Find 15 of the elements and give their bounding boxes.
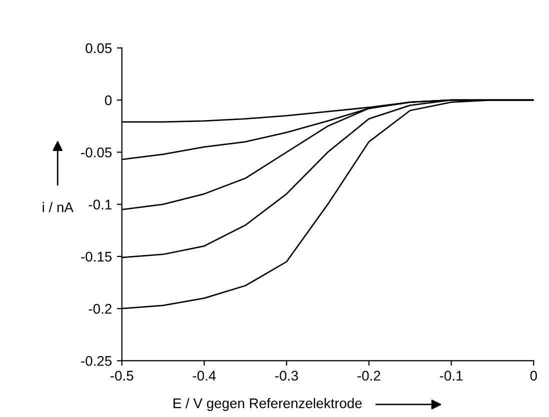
x-tick-label: -0.5 <box>110 370 134 381</box>
x-tick-label: -0.2 <box>358 370 380 381</box>
y-tick-label: -0.05 <box>81 148 112 158</box>
y-tick-label: -0.25 <box>81 356 112 366</box>
y-tick-label: -0.2 <box>88 304 112 314</box>
y-tick-label: -0.1 <box>88 200 112 210</box>
y-tick-label: -0.15 <box>81 252 112 262</box>
y-tick-label: 0 <box>104 95 112 106</box>
x-axis-title: E / V gegen Referenzelektrode <box>174 398 362 411</box>
x-tick-label: -0.4 <box>192 370 216 381</box>
y-tick-label: 0.05 <box>86 43 112 54</box>
y-axis-title: i / nA <box>42 202 74 212</box>
x-tick-label: -0.3 <box>275 370 298 381</box>
x-tick-label: -0.1 <box>440 370 463 381</box>
x-tick-label: 0 <box>530 370 537 381</box>
